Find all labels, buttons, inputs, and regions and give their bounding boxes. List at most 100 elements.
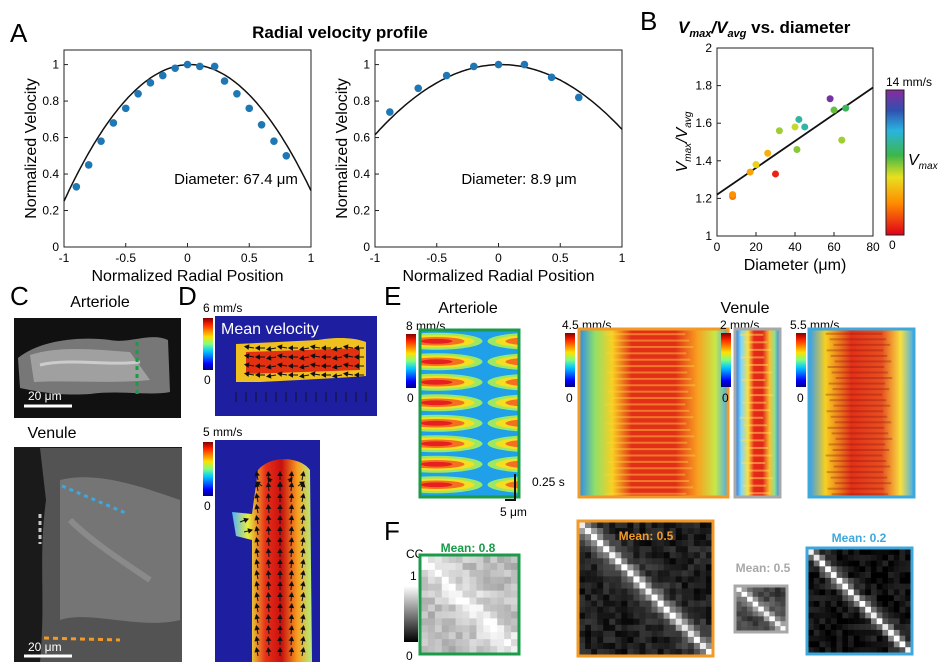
cc-cell — [476, 576, 484, 585]
cc-cell — [633, 528, 640, 535]
cc-cell — [669, 540, 677, 547]
cc-cell — [769, 591, 776, 598]
cc-cell — [899, 629, 906, 636]
cc-cell — [511, 556, 519, 564]
e-colorbar-1 — [406, 334, 416, 388]
cc-cell — [870, 566, 877, 573]
cc-cell — [859, 589, 866, 596]
cc-cell — [675, 576, 683, 583]
cc-cell — [853, 572, 860, 579]
cc-cell — [681, 612, 689, 620]
cc-cell — [421, 597, 429, 605]
cc-cell — [741, 591, 748, 598]
cc-cell — [705, 534, 713, 541]
cc-cell — [780, 596, 787, 602]
cc-cell — [639, 546, 646, 553]
velocity-arrow-head — [276, 371, 283, 377]
cc-cell — [819, 554, 826, 561]
kymo-stripe — [614, 454, 696, 457]
cc-cell — [627, 570, 634, 577]
cc-cell — [609, 588, 616, 595]
cc-cell — [893, 606, 900, 613]
cc-cell — [669, 630, 677, 638]
cc-cell — [579, 534, 586, 541]
velocity-arrow-head — [254, 525, 260, 532]
cc-cell — [579, 588, 586, 595]
cc-cell — [687, 606, 695, 613]
cc-cell — [705, 636, 713, 644]
cc-cell — [441, 583, 450, 591]
cc-cell — [663, 612, 670, 620]
cc-cell — [627, 582, 634, 589]
cc-cell — [813, 618, 820, 625]
cc-cell — [448, 562, 456, 571]
cc-cell — [483, 576, 491, 585]
cc-cell — [591, 636, 598, 644]
cc-cell — [669, 582, 677, 589]
cc-cell — [774, 616, 781, 622]
cc-cell — [876, 583, 883, 590]
kymo-stripe — [745, 386, 770, 389]
cc-cell — [687, 630, 695, 638]
kymo-stripe — [827, 487, 885, 490]
cc-cell — [490, 611, 498, 619]
velocity-arrow-head — [288, 635, 295, 642]
cc-cell — [627, 534, 634, 541]
cc-cell — [825, 629, 832, 636]
cc-cell — [615, 648, 622, 656]
cc-cell — [687, 600, 695, 607]
cc-cell — [905, 635, 912, 642]
cc-cell — [585, 576, 592, 583]
velocity-arrow-head — [254, 547, 260, 554]
data-point — [159, 71, 167, 80]
cc-cell — [882, 612, 889, 619]
cc-cell — [511, 597, 519, 605]
cc-cell — [597, 594, 604, 601]
axes-frame — [374, 49, 623, 248]
cc-cell — [819, 641, 826, 648]
cc-cell — [808, 612, 815, 619]
cc-cell — [591, 594, 598, 601]
cc-cell — [421, 611, 429, 619]
cc-cell — [462, 590, 470, 598]
cc-cell — [859, 595, 866, 602]
cc-cell — [462, 576, 470, 585]
cc-cell — [597, 522, 604, 529]
cc-cell — [741, 606, 748, 612]
cc-cell — [853, 635, 860, 642]
kymo-stripe — [607, 460, 689, 463]
d-bottom-vessel — [232, 459, 312, 662]
cc-cell — [893, 583, 900, 590]
cc-cell — [469, 569, 477, 578]
cc-cell — [663, 606, 670, 613]
cc-cell — [905, 647, 912, 654]
kymo-stripe — [604, 473, 686, 476]
cc-cell — [853, 560, 860, 567]
cc-cell — [490, 625, 498, 633]
x-tick-label: 80 — [866, 240, 880, 254]
velocity-arrow-head — [300, 525, 306, 532]
cc-cell — [663, 546, 670, 553]
cc-cell — [633, 534, 640, 541]
data-point — [764, 149, 772, 157]
data-point — [109, 119, 118, 127]
velocity-arrow-head — [243, 353, 250, 359]
cc-cell — [597, 540, 604, 547]
cc-cell — [633, 546, 640, 553]
cc-cell — [870, 647, 877, 654]
cc-cell — [905, 549, 912, 556]
velocity-arrow-head — [277, 480, 283, 487]
cc-cell — [603, 576, 610, 583]
kymo-stripe — [605, 492, 687, 495]
kymo-stripe — [608, 409, 690, 412]
cc-cell — [645, 636, 652, 644]
f-matrix-venule-c — [808, 549, 912, 654]
velocity-arrow-head — [243, 362, 250, 368]
data-point — [520, 60, 529, 69]
cc-cell — [741, 596, 748, 602]
cc-cell — [693, 546, 701, 553]
cc-cell — [597, 636, 604, 644]
cc-cell — [490, 618, 498, 626]
kymo-stripe — [743, 341, 768, 344]
cc-cell — [639, 618, 646, 626]
